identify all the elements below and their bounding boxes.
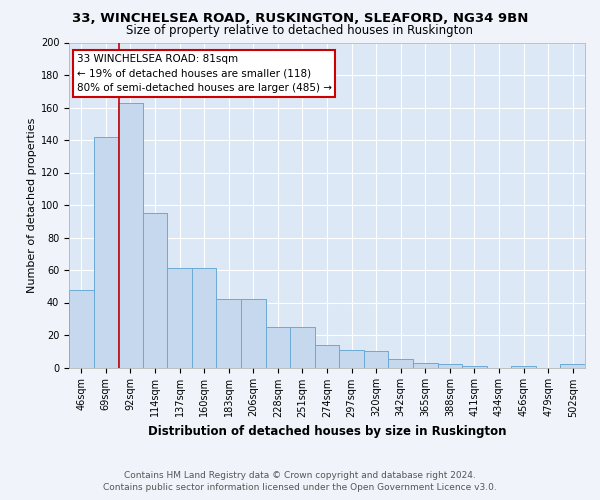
Text: Contains HM Land Registry data © Crown copyright and database right 2024.
Contai: Contains HM Land Registry data © Crown c…: [103, 471, 497, 492]
Bar: [192, 268, 217, 368]
Bar: [339, 350, 364, 368]
Bar: [364, 351, 388, 368]
Bar: [217, 299, 241, 368]
Bar: [94, 136, 118, 368]
Bar: [511, 366, 536, 368]
Bar: [118, 102, 143, 368]
Bar: [69, 290, 94, 368]
Bar: [266, 327, 290, 368]
Text: 33 WINCHELSEA ROAD: 81sqm
← 19% of detached houses are smaller (118)
80% of semi: 33 WINCHELSEA ROAD: 81sqm ← 19% of detac…: [77, 54, 332, 94]
X-axis label: Distribution of detached houses by size in Ruskington: Distribution of detached houses by size …: [148, 425, 506, 438]
Bar: [437, 364, 462, 368]
Text: Size of property relative to detached houses in Ruskington: Size of property relative to detached ho…: [127, 24, 473, 37]
Bar: [388, 360, 413, 368]
Bar: [462, 366, 487, 368]
Y-axis label: Number of detached properties: Number of detached properties: [26, 118, 37, 292]
Bar: [560, 364, 585, 368]
Bar: [167, 268, 192, 368]
Bar: [143, 213, 167, 368]
Text: 33, WINCHELSEA ROAD, RUSKINGTON, SLEAFORD, NG34 9BN: 33, WINCHELSEA ROAD, RUSKINGTON, SLEAFOR…: [72, 12, 528, 26]
Bar: [315, 345, 339, 368]
Bar: [241, 299, 266, 368]
Bar: [413, 362, 437, 368]
Bar: [290, 327, 315, 368]
